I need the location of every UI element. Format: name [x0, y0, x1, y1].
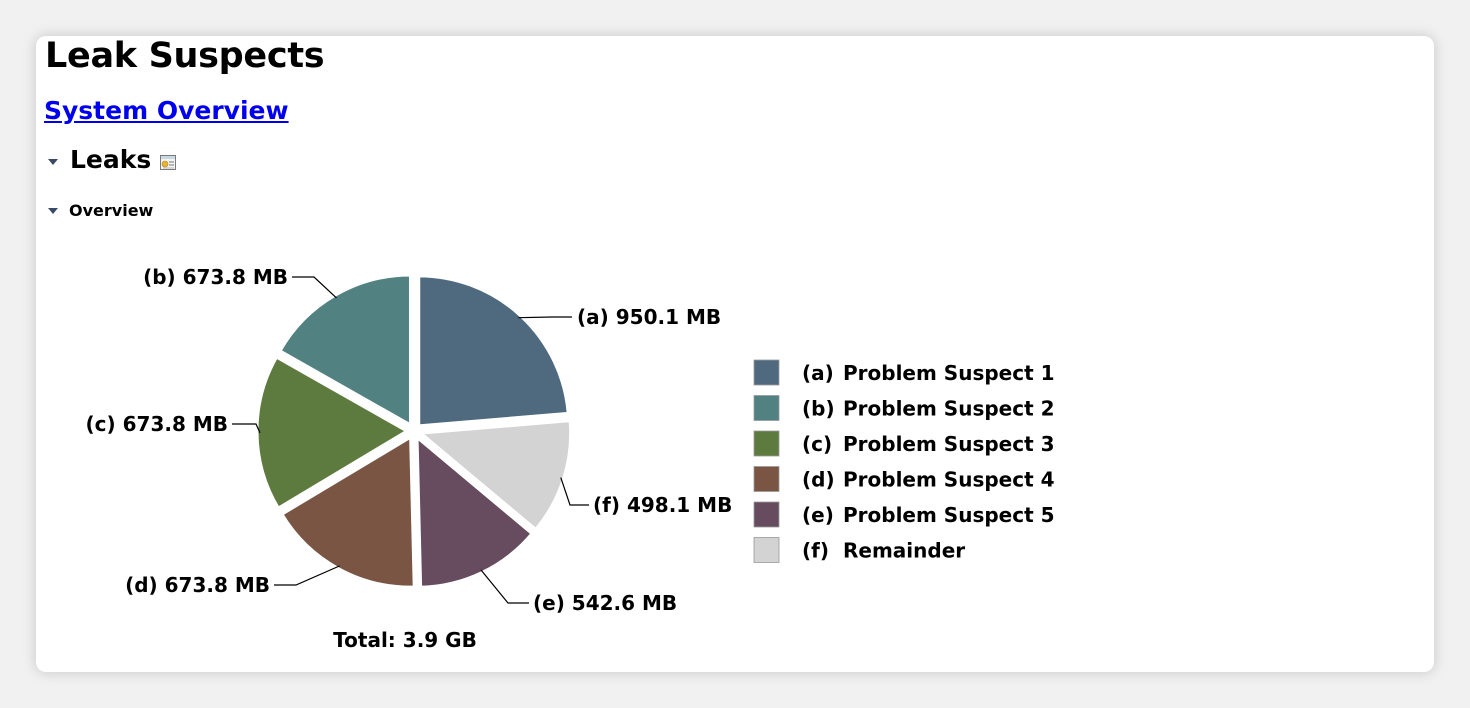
- legend-label-b: Problem Suspect 2: [843, 397, 1055, 421]
- slice-label-a: (a) 950.1 MB: [577, 305, 721, 329]
- slice-label-d: (d) 673.8 MB: [125, 573, 270, 597]
- legend-swatch-e: [753, 501, 780, 528]
- legend-key-e: (e): [802, 503, 834, 527]
- legend-key-c: (c): [802, 432, 832, 456]
- legend-key-d: (d): [802, 468, 835, 492]
- legend-key-f: (f): [802, 539, 829, 563]
- legend-label-f: Remainder: [843, 539, 965, 563]
- legend-swatch-a: [753, 359, 780, 386]
- pie-slice-d: [279, 434, 416, 589]
- slice-label-b: (b) 673.8 MB: [143, 265, 288, 289]
- pie-slice-e: [415, 434, 535, 589]
- legend-key-b: (b): [802, 397, 835, 421]
- leaks-section-header[interactable]: Leaks: [48, 145, 177, 174]
- legend-key-a: (a): [802, 361, 834, 385]
- leader-line-e: [480, 569, 529, 604]
- leader-line-b: [292, 276, 337, 299]
- legend-swatch-b: [753, 395, 780, 421]
- pie-slice-b: [277, 273, 412, 428]
- leak-suspects-pie-chart: (a) 950.1 MB (b) 673.8 MB (c) 673.8 MB (d) …: [86, 265, 1055, 652]
- total-label: Total: 3.9 GB: [333, 628, 477, 652]
- legend-swatch-c: [753, 430, 780, 457]
- report-details-icon[interactable]: [160, 155, 177, 170]
- leaks-section-title: Leaks: [70, 145, 152, 174]
- overview-section-header[interactable]: Overview: [48, 201, 153, 220]
- pie-slice-f: [416, 419, 573, 532]
- leader-line-f: [560, 477, 589, 506]
- pie-slice-c: [255, 355, 410, 511]
- legend-swatch-d: [753, 466, 780, 492]
- slice-label-f: (f) 498.1 MB: [593, 493, 732, 517]
- legend-label-d: Problem Suspect 4: [843, 468, 1055, 492]
- report-panel: Leak Suspects System Overview Leaks Over…: [36, 36, 1434, 672]
- page-title: Leak Suspects: [45, 36, 325, 76]
- collapse-triangle-icon[interactable]: [48, 158, 58, 165]
- slice-label-e: (e) 542.6 MB: [533, 591, 677, 615]
- slice-label-c: (c) 673.8 MB: [86, 412, 228, 436]
- legend-label-c: Problem Suspect 3: [843, 432, 1055, 456]
- overview-section-title: Overview: [69, 201, 154, 220]
- pie-slice-a: [417, 274, 570, 428]
- legend-swatch-f: [753, 537, 780, 563]
- legend-label-a: Problem Suspect 1: [843, 361, 1055, 385]
- leader-line-c: [232, 423, 261, 434]
- collapse-triangle-icon[interactable]: [48, 207, 58, 214]
- system-overview-link[interactable]: System Overview: [44, 96, 289, 125]
- leader-line-a: [518, 316, 572, 319]
- legend-label-e: Problem Suspect 5: [843, 503, 1055, 527]
- leader-line-d: [274, 565, 340, 586]
